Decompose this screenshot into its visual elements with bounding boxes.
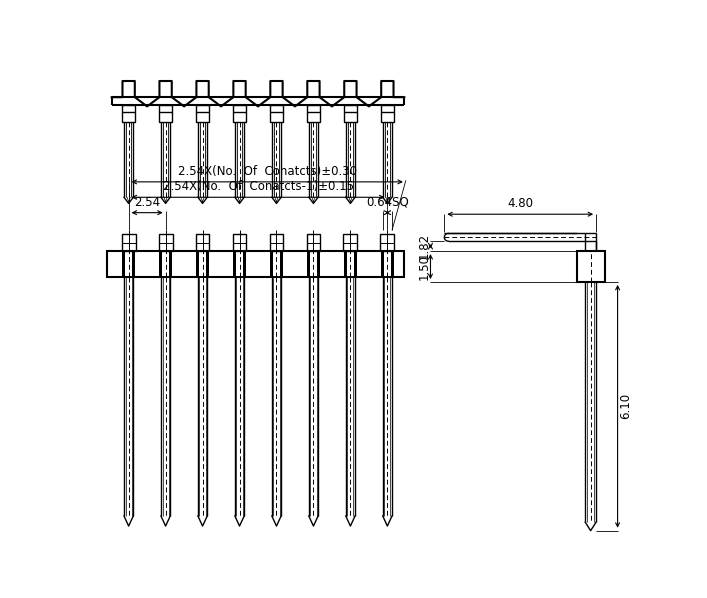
Bar [380, 234, 395, 251]
Bar [269, 234, 284, 251]
Bar [270, 105, 283, 122]
Bar [233, 234, 247, 251]
Text: 0.64SQ: 0.64SQ [366, 196, 409, 209]
Bar [197, 252, 209, 276]
Bar [233, 252, 246, 276]
Bar [577, 251, 604, 282]
Bar [158, 234, 173, 251]
Bar [344, 252, 356, 276]
Bar [122, 105, 135, 122]
Bar [160, 105, 172, 122]
Bar [307, 234, 320, 251]
Text: 2.54: 2.54 [134, 196, 160, 209]
Bar [233, 105, 246, 122]
Bar [199, 252, 206, 276]
Bar [308, 252, 320, 276]
Bar [381, 105, 394, 122]
Bar [122, 234, 136, 251]
Text: 2.54X(No.  Of  Conatcts-1)±0.15: 2.54X(No. Of Conatcts-1)±0.15 [163, 181, 354, 193]
Text: 6.10: 6.10 [619, 393, 632, 419]
Bar [125, 252, 132, 276]
Bar [344, 105, 356, 122]
Bar [235, 252, 243, 276]
Bar [346, 252, 354, 276]
Bar [308, 105, 320, 122]
Bar [273, 252, 281, 276]
Bar [270, 252, 283, 276]
Text: 2.54X(No.  Of  Conatcts)±0.30: 2.54X(No. Of Conatcts)±0.30 [177, 165, 357, 178]
Bar [107, 251, 404, 277]
Bar [383, 252, 391, 276]
Text: 1.82: 1.82 [418, 233, 431, 259]
Bar [122, 252, 135, 276]
Text: 4.80: 4.80 [507, 197, 533, 210]
Bar [162, 252, 170, 276]
Bar [344, 234, 357, 251]
Bar [197, 105, 209, 122]
Bar [196, 234, 209, 251]
Bar [381, 252, 394, 276]
Bar [160, 252, 172, 276]
Bar [310, 252, 317, 276]
Text: 1.50: 1.50 [418, 254, 431, 280]
